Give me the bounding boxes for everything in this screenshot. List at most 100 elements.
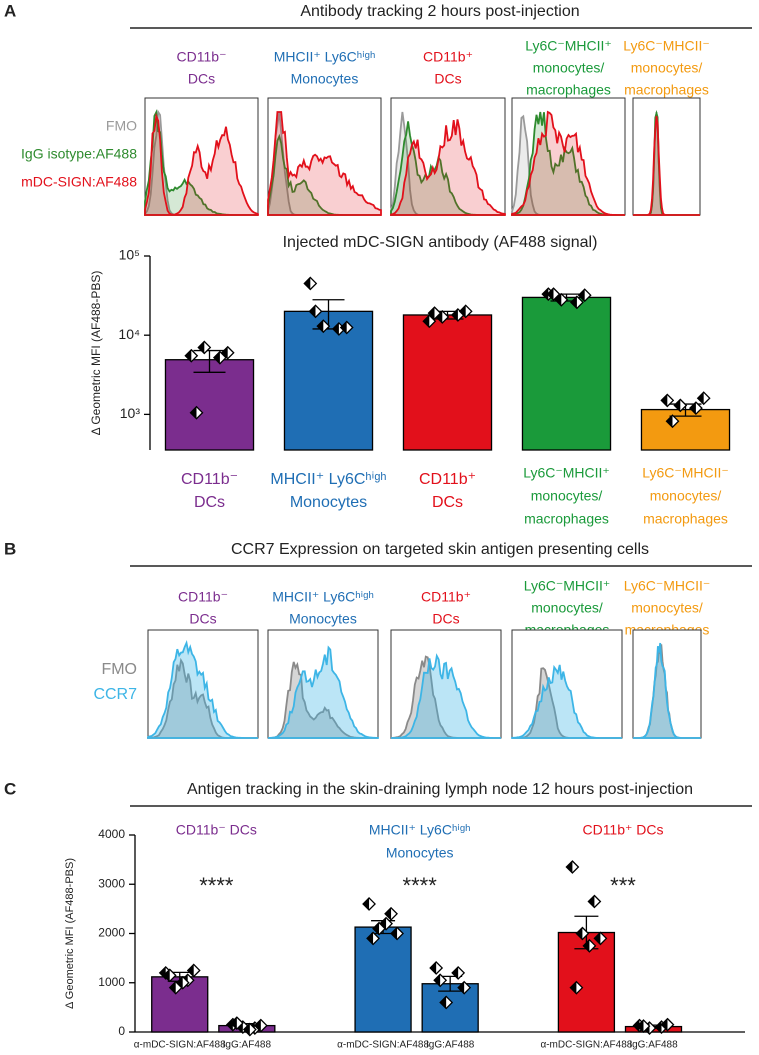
y-axis-label: Δ Geometric MFI (AF488-PBS) [64,858,76,1009]
histogram-frame [267,629,379,739]
histogram-curve [147,640,258,739]
population-label: CD11b⁺ [423,49,473,65]
population-label: Ly6C⁻MHCII⁺ [524,578,611,594]
group-label: CD11b⁺ DCs [582,822,663,838]
population-label: CD11b⁻ [177,49,227,65]
data-point-half [226,1018,233,1031]
data-point-half [198,341,205,354]
x-tick-label: Ly6C⁻MHCII⁺ [523,465,610,481]
data-point-half [583,939,590,952]
data-point-half [566,861,573,874]
significance: *** [610,873,636,898]
population-label: MHCII⁺ Ly6Cʰⁱᵍʰ [272,589,374,605]
group-label: MHCII⁺ Ly6Cʰⁱᵍʰ [369,822,471,838]
population-label: DCs [434,71,461,87]
x-tick-label: DCs [194,494,225,511]
population-label: Monocytes [291,71,359,87]
data-point-half [190,406,197,419]
bar [283,310,374,451]
population-label: CD11b⁺ [421,589,471,605]
data-point-half [391,927,398,940]
data-point-half [689,402,696,415]
data-point-half [576,927,583,940]
data-point-half [666,415,673,428]
data-point-half [661,394,668,407]
data-point-half [452,966,459,979]
data-point-half [169,981,176,994]
data-point-half [213,351,220,364]
x-tick-label: Ly6C⁻MHCII⁻ [642,465,729,481]
histogram-curve [391,653,501,739]
data-point-half [542,288,549,301]
legend-entry: FMO [106,118,137,134]
x-tick-label: IgG:AF488 [629,1040,678,1051]
data-point-half [317,320,324,333]
population-label: monocytes/ [631,60,703,76]
y-tick-label: 10⁵ [119,247,140,263]
population-label: macrophages [624,82,709,98]
data-point-half [655,1021,662,1034]
data-point-half [373,922,380,935]
data-point-half [547,288,554,301]
y-tick-label: 3000 [98,876,125,890]
data-point-half [588,895,595,908]
significance: **** [403,873,438,898]
histogram-curve [144,112,259,216]
population-label: MHCII⁺ Ly6Cʰⁱᵍʰ [274,49,376,65]
data-point-half [340,321,347,334]
data-point-half [458,981,465,994]
histogram-curve [390,119,506,216]
panel-letter: C [4,779,16,798]
data-point-half [304,277,311,290]
x-tick-label: Monocytes [290,494,367,511]
panel-letter: B [4,539,16,558]
data-point-half [459,305,466,318]
data-point-half [423,315,430,328]
bar [354,926,412,1033]
panel-title: CCR7 Expression on targeted skin antigen… [231,541,649,558]
data-point-half [309,305,316,318]
bar [521,296,612,451]
population-label: monocytes/ [631,600,703,616]
y-tick-label: 10⁴ [118,326,140,342]
data-point-half [633,1019,640,1032]
x-tick-label: CD11b⁺ [419,471,476,488]
data-point-half [434,974,441,987]
population-label: Ly6C⁻MHCII⁻ [624,578,711,594]
y-axis-label: Δ Geometric MFI (AF488-PBS) [89,271,103,436]
data-point-half [176,976,183,989]
x-tick-label: α-mDC-SIGN:AF488 [134,1040,226,1051]
data-point-half [637,1020,644,1033]
data-point-half [674,399,681,412]
y-tick-label: 1000 [98,975,125,989]
histogram-curve [267,111,382,216]
x-tick-label: macrophages [524,511,609,527]
panel-title: Antibody tracking 2 hours post-injection [300,3,579,20]
data-point-half [332,322,339,335]
histogram-curve [511,664,622,739]
data-point-half [363,897,370,910]
group-label: CD11b⁻ DCs [176,822,257,838]
data-point-half [594,932,601,945]
bar [402,314,493,451]
x-tick-label: α-mDC-SIGN:AF488 [540,1040,632,1051]
group-label: Monocytes [386,845,454,861]
data-point-half [451,308,458,321]
panel-letter: A [4,1,16,20]
x-tick-label: IgG:AF488 [426,1040,475,1051]
y-tick-label: 4000 [98,827,125,841]
data-point-half [230,1017,237,1030]
legend-entry: IgG isotype:AF488 [21,146,137,162]
legend-entry: FMO [101,661,137,678]
significance: **** [199,873,234,898]
data-point-half [185,349,192,362]
data-point-half [555,293,562,306]
data-point-half [578,289,585,302]
population-label: DCs [188,71,215,87]
x-tick-label: macrophages [643,511,728,527]
y-tick-label: 0 [118,1024,125,1038]
x-tick-label: IgG:AF488 [223,1040,272,1051]
data-point-half [367,932,374,945]
data-point-half [570,981,577,994]
